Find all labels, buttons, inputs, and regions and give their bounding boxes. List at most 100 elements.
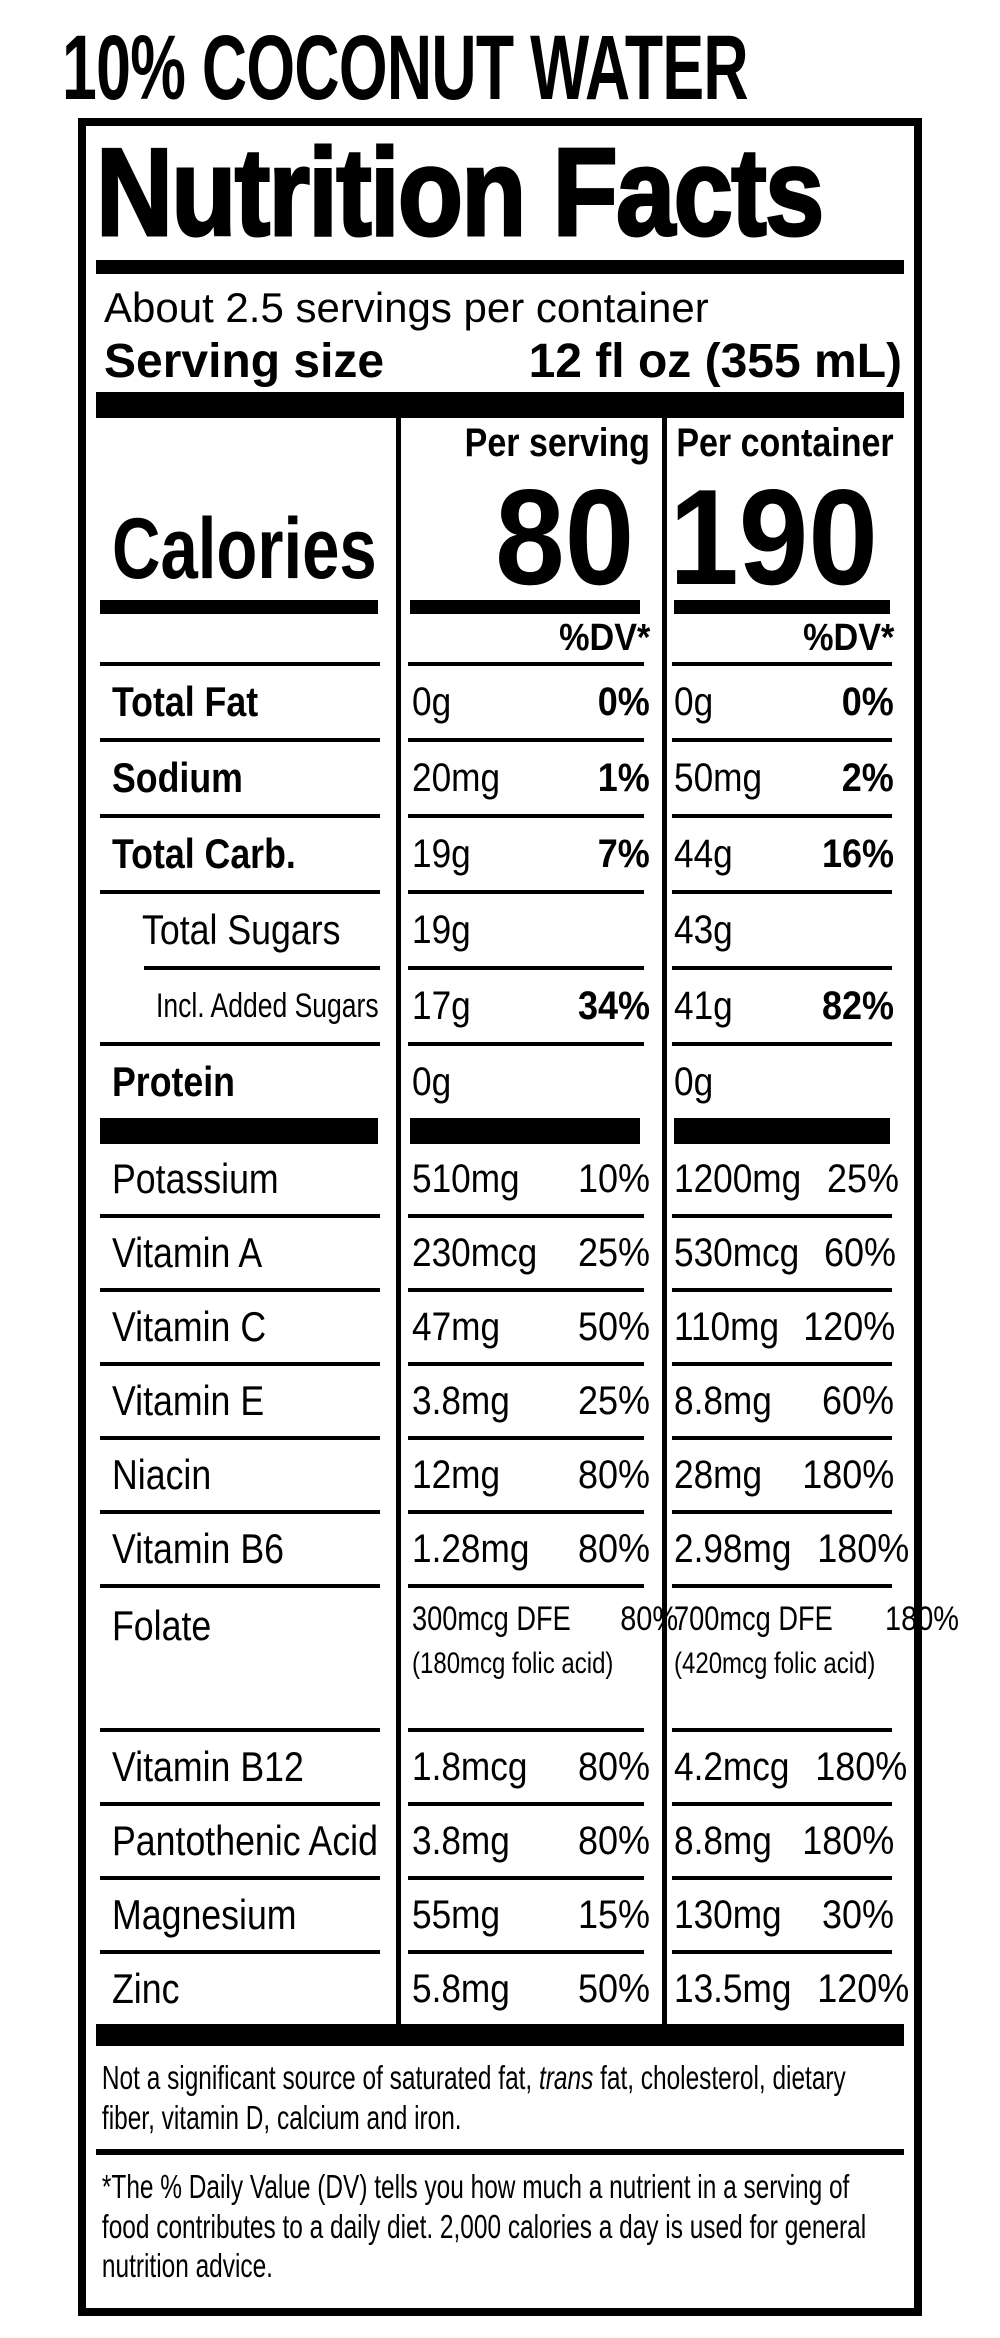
rule-segment [100,662,380,666]
amount: 700mcg DFE [674,1600,833,1638]
nutrient-row: Vitamin A 230mcg 25% 530mcg 60% [96,1218,904,1288]
rule-segment [408,1584,644,1588]
nutrient-row: Niacin 12mg 80% 28mg 180% [96,1440,904,1510]
bar-segment [410,1118,640,1144]
per-container-value-cell: 13.5mg 120% [662,1954,910,2024]
per-serving-header: Per serving [464,420,650,465]
calories-per-container-value: 190 [669,460,878,613]
rule-segment [672,1584,892,1588]
nutrients-table: Per serving Per container Calories 80 19… [96,418,959,2024]
amount: 41g [674,983,733,1028]
nutrient-name-cell: Total Fat [96,666,396,738]
daily-value: 25% [577,1230,650,1275]
nutrient-name-cell: Vitamin B6 [96,1514,396,1584]
amount: 0g [412,679,452,724]
per-serving-value-cell: 0g 0% [396,666,662,738]
rule-segment [100,1288,380,1292]
amount: 8.8mg [674,1378,772,1423]
nutrient-row: Vitamin C 47mg 50% 110mg 120% [96,1292,904,1362]
calories-row: Calories 80 190 [96,460,904,613]
servings-per-container: About 2.5 servings per container [104,284,709,331]
rule-segment [408,966,644,970]
nutrient-name: Total Fat [112,678,259,725]
amount: 19g [412,831,471,876]
row-divider [96,890,904,894]
nutrient-name-cell: Folate [96,1588,396,1728]
nutrient-name-cell: Vitamin C [96,1292,396,1362]
per-serving-value-cell: 19g [396,894,662,966]
nutrient-row: Magnesium 55mg 15% 130mg 30% [96,1880,904,1950]
amount: 300mcg DFE [412,1600,571,1638]
footnote-daily-value: *The % Daily Value (DV) tells you how mu… [101,2168,867,2285]
amount: 2.98mg [674,1526,792,1571]
rule-segment [672,1214,892,1218]
label-heading: Nutrition Facts [95,124,826,262]
row-divider [96,1584,904,1588]
nutrient-name-cell: Magnesium [96,1880,396,1950]
nutrient-row: Vitamin E 3.8mg 25% 8.8mg 60% [96,1366,904,1436]
amount-subnote: (420mcg folic acid) [674,1647,876,1680]
daily-value: 10% [577,1156,650,1201]
rule-segment [408,890,644,894]
per-container-value-cell: 50mg 2% [662,742,904,814]
rule-segment [672,1510,892,1514]
amount: 3.8mg [412,1818,510,1863]
rule-segment [408,1362,644,1366]
daily-value: 50% [577,1966,650,2011]
daily-value: 25% [577,1378,650,1423]
rule-segment [672,1042,892,1046]
rule-segment [144,966,380,970]
nutrient-row: Protein 0g 0g [96,1046,904,1118]
row-divider [96,1214,904,1218]
daily-value: 80% [577,1526,650,1571]
nutrient-name: Vitamin A [112,1229,263,1276]
row-divider [96,1728,904,1732]
daily-value: 180% [801,1452,894,1497]
rule-segment [672,1802,892,1806]
row-divider [96,1876,904,1880]
bar-segment [674,600,890,614]
daily-value: 1% [597,755,650,800]
row-divider [96,1510,904,1514]
per-container-value-cell: 530mcg 60% [662,1218,904,1288]
amount: 44g [674,831,733,876]
header-spacer [96,418,396,468]
per-serving-value-cell: 12mg 80% [396,1440,662,1510]
daily-value: 0% [841,679,894,724]
per-serving-value-cell: 300mcg DFE 80% (180mcg folic acid) [396,1588,678,1728]
nutrient-row: Vitamin B6 1.28mg 80% 2.98mg 180% [96,1514,910,1584]
nutrient-row: Zinc 5.8mg 50% 13.5mg 120% [96,1954,910,2024]
per-serving-value-cell: 230mcg 25% [396,1218,662,1288]
rule-segment [672,1950,892,1954]
calories-per-serving-value: 80 [494,460,634,613]
serving-size-label: Serving size [104,334,385,388]
per-container-value-cell: 0g 0% [662,666,904,738]
footnote-italic-trans: trans [539,2059,594,2096]
nutrient-name: Vitamin E [112,1377,265,1424]
rule-segment [100,1802,380,1806]
rule-segment [672,1876,892,1880]
per-container-value-cell: 0g [662,1046,904,1118]
rule-segment [408,1288,644,1292]
daily-value: 180% [885,1600,960,1638]
rule-segment [100,1950,380,1954]
calories-per-container-cell: 190 [662,460,904,613]
amount: 19g [412,907,471,952]
row-divider [96,1950,904,1954]
rule-segment [672,814,892,818]
nutrient-name: Vitamin B12 [112,1743,304,1790]
amount: 50mg [674,755,763,800]
per-container-value-cell: 2.98mg 180% [662,1514,910,1584]
nutrient-name: Vitamin B6 [112,1525,284,1572]
nutrient-row: Total Carb. 19g 7% 44g 16% [96,818,904,890]
calories-label: Calories [112,500,377,597]
nutrient-name-cell: Sodium [96,742,396,814]
serving-size-row: Serving size 12 fl oz (355 mL) [96,334,904,388]
column-divider-1 [396,418,401,2024]
per-serving-value-cell: 47mg 50% [396,1292,662,1362]
rule-segment [100,1436,380,1440]
amount: 0g [674,1059,714,1104]
per-serving-value-cell: 1.8mcg 80% [396,1732,662,1802]
footnote-text: Not a significant source of saturated fa… [101,2059,540,2096]
